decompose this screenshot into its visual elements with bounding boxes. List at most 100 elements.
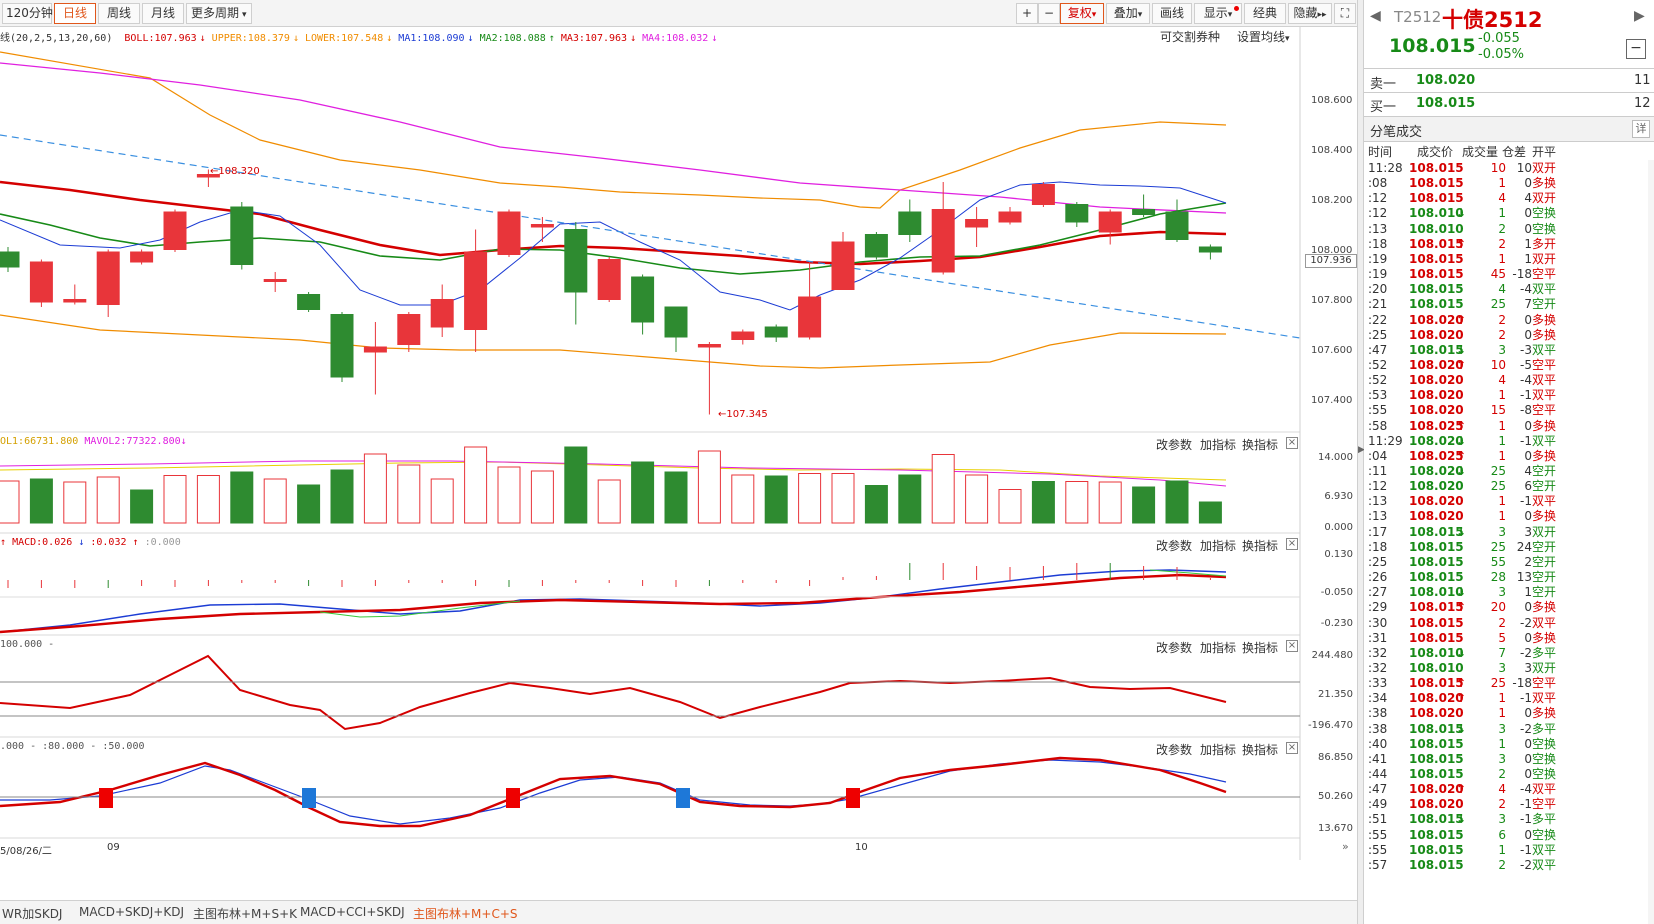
switch-indicator-button[interactable]: 换指标 (1242, 641, 1279, 655)
last-price: 108.015 (1389, 35, 1476, 57)
tick-time: :13 (1368, 221, 1388, 236)
edit-params-button[interactable]: 改参数 (1156, 743, 1193, 757)
period-monthly-button[interactable]: 月线 (142, 3, 184, 24)
y-tick-3: 108.000 (1311, 245, 1353, 256)
x-axis-month-10: 10 (855, 842, 868, 853)
bid-price: 108.015 (1416, 96, 1476, 111)
period-120min-button[interactable]: 120分钟 (2, 3, 53, 24)
tick-price: 108.020 (1409, 494, 1464, 509)
volume-header: OL1:66731.800 MAVOL2:77322.800↓ (0, 436, 187, 447)
collapse-panel-icon[interactable]: − (1626, 39, 1646, 59)
draw-line-button[interactable]: 画线 (1152, 3, 1192, 24)
volume-bar (631, 461, 655, 524)
panel-splitter[interactable]: ▶ (1357, 0, 1365, 924)
switch-indicator-button[interactable]: 换指标 (1242, 539, 1279, 553)
close-panel-icon[interactable]: × (1286, 640, 1298, 652)
volume-bar (397, 464, 421, 524)
edit-params-button[interactable]: 改参数 (1156, 438, 1193, 452)
switch-indicator-button[interactable]: 换指标 (1242, 743, 1279, 757)
arrow-down-icon: ↓ (1456, 464, 1467, 478)
tick-time: :17 (1368, 524, 1388, 539)
tick-time: :12 (1368, 191, 1388, 206)
tick-row: :21 108.015 25 7 空开 (1368, 296, 1650, 312)
next-contract-icon[interactable]: ▶ (1634, 8, 1645, 24)
close-panel-icon[interactable]: × (1286, 437, 1298, 449)
tick-oi-change: -2 (1520, 615, 1532, 630)
boll-lower-line (0, 314, 1227, 369)
volume-bar (330, 469, 354, 524)
tab-macd-cci-skdj[interactable]: MACD+CCI+SKDJ (300, 905, 405, 919)
detail-button[interactable]: 详 (1632, 120, 1650, 138)
tick-oi-change: 4 (1524, 191, 1532, 206)
macd-dea-line (0, 573, 1227, 634)
collapse-arrow-icon[interactable]: ▶ (1358, 445, 1365, 455)
fullscreen-icon[interactable]: ⛶ (1334, 3, 1356, 24)
arrow-down-icon: ↓ (1456, 645, 1467, 660)
cci-y-tick-1: 21.350 (1318, 689, 1353, 700)
scroll-right-icon[interactable]: » (1342, 840, 1349, 853)
add-indicator-button[interactable]: 加指标 (1200, 438, 1237, 452)
tick-price: 108.015 (1409, 297, 1464, 312)
tick-price: 108.015 (1409, 570, 1464, 585)
period-daily-button[interactable]: 日线 (54, 3, 96, 24)
prev-contract-icon[interactable]: ◀ (1370, 8, 1381, 24)
volume-bar (263, 478, 287, 524)
add-indicator-button[interactable]: 加指标 (1200, 539, 1237, 553)
y-tick-5: 107.600 (1311, 345, 1353, 356)
deliverable-bonds-link[interactable]: 可交割券种 (1160, 30, 1221, 44)
set-ma-dropdown[interactable]: 设置均线▾ (1237, 28, 1290, 45)
tick-oi-change: 3 (1524, 660, 1532, 675)
trendline (0, 134, 1301, 339)
period-weekly-button[interactable]: 周线 (98, 3, 140, 24)
tick-price: 108.015 (1409, 751, 1464, 766)
tick-oi-change: -1 (1520, 797, 1532, 812)
candle-body (731, 331, 755, 340)
tick-price: 108.020 (1409, 327, 1464, 342)
tab-macd-skdj-kdj[interactable]: MACD+SKDJ+KDJ (79, 905, 184, 919)
ticks-scrollbar[interactable] (1648, 160, 1654, 924)
tick-time: :25 (1368, 554, 1388, 569)
tab-boll-m-c-s[interactable]: 主图布林+M+C+S (413, 907, 518, 921)
tick-time: :55 (1368, 842, 1388, 857)
tick-volume: 1 (1498, 176, 1506, 191)
tab-boll-m-s-k[interactable]: 主图布林+M+S+K (193, 907, 298, 921)
chart-area[interactable]: 线(20,2,5,13,20,60) BOLL:107.963 ↓ UPPER:10… (0, 27, 1357, 897)
close-panel-icon[interactable]: × (1286, 742, 1298, 754)
tick-oi-change: 0 (1524, 767, 1532, 781)
tick-time: :44 (1368, 767, 1388, 781)
overlay-dropdown[interactable]: 叠加▾ (1106, 3, 1150, 24)
kline-chart-svg[interactable] (0, 27, 1357, 897)
tick-volume: 25 (1490, 676, 1506, 691)
switch-indicator-button[interactable]: 换指标 (1242, 438, 1279, 452)
close-panel-icon[interactable]: × (1286, 538, 1298, 550)
add-indicator-button[interactable]: 加指标 (1200, 743, 1237, 757)
tick-oi-change: 0 (1524, 509, 1532, 524)
edit-params-button[interactable]: 改参数 (1156, 641, 1193, 655)
arrow-down-icon: ↓ (1456, 585, 1467, 600)
display-dropdown[interactable]: 显示▾ (1194, 3, 1242, 24)
volume-bar (764, 475, 788, 524)
more-periods-dropdown[interactable]: 更多周期 ▾ (186, 3, 252, 24)
tick-oi-change: -2 (1520, 645, 1532, 660)
tick-open-close: 双开 (1532, 660, 1557, 675)
edit-params-button[interactable]: 改参数 (1156, 539, 1193, 553)
hide-button[interactable]: 隐藏▸▸ (1288, 3, 1332, 24)
tab-wr-skdj[interactable]: WR加SKDJ (2, 907, 63, 921)
tick-oi-change: 4 (1524, 464, 1532, 478)
volume-bar (1198, 501, 1222, 524)
tick-open-close: 多换 (1532, 509, 1557, 524)
tick-volume: 2 (1498, 236, 1506, 251)
add-indicator-button[interactable]: 加指标 (1200, 641, 1237, 655)
tick-volume: 2 (1498, 312, 1506, 327)
tick-time: :34 (1368, 691, 1388, 706)
zoom-out-button[interactable]: − (1038, 3, 1060, 24)
tick-oi-change: -1 (1520, 812, 1532, 827)
vol-ma2-line (0, 460, 1227, 487)
zoom-in-button[interactable]: + (1016, 3, 1038, 24)
indicator-value-0: BOLL:107.963 (124, 33, 197, 44)
classic-button[interactable]: 经典 (1244, 3, 1286, 24)
tick-oi-change: 24 (1516, 539, 1532, 554)
tick-price: 108.015 (1409, 812, 1464, 827)
adjust-price-dropdown[interactable]: 复权▾ (1060, 3, 1104, 24)
tick-row: :13 108.020 1 0 多换 (1368, 508, 1650, 524)
